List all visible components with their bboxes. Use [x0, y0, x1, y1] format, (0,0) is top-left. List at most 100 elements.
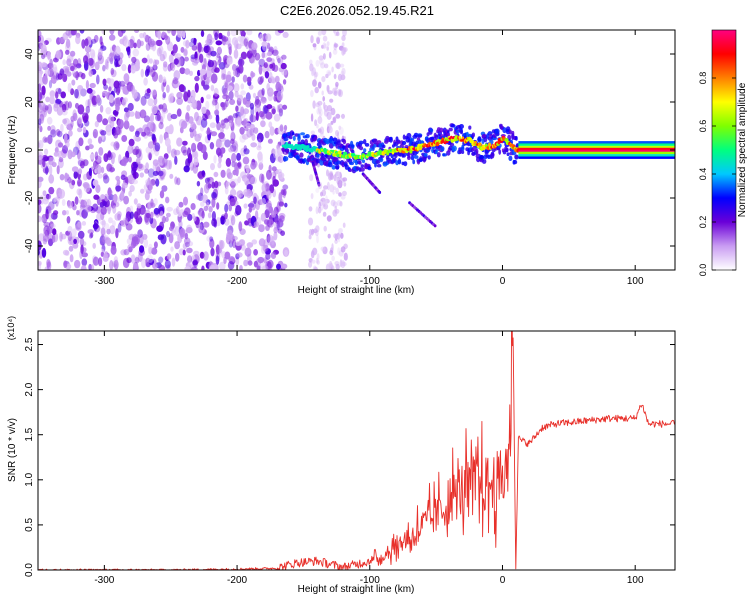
ridge-halo-cell — [440, 146, 445, 152]
noise-cell — [205, 39, 210, 45]
noise-cell — [53, 151, 59, 157]
noise-cell — [317, 206, 322, 214]
noise-cell — [226, 231, 233, 241]
noise-cell — [270, 251, 277, 259]
ridge-halo-cell — [344, 148, 349, 153]
ridge-halo-cell — [331, 165, 336, 170]
noise-cell — [310, 193, 314, 200]
noise-cell — [127, 144, 134, 154]
noise-cell — [83, 173, 88, 181]
ridge-halo-cell — [483, 136, 488, 143]
noise-cell — [233, 145, 238, 153]
ridge-halo-cell — [371, 145, 375, 151]
noise-cell — [279, 124, 284, 132]
noise-cell — [110, 245, 117, 255]
noise-cell — [176, 108, 182, 117]
noise-cell — [326, 111, 332, 120]
noise-cell — [49, 90, 56, 98]
noise-cell — [175, 252, 180, 262]
noise-cell — [185, 112, 190, 123]
noise-cell — [326, 69, 332, 76]
noise-cell — [238, 221, 243, 232]
noise-cell — [151, 71, 159, 82]
noise-cell — [240, 51, 247, 60]
noise-cell — [280, 62, 287, 70]
ridge-halo-cell — [418, 158, 424, 162]
ridge-halo-cell — [446, 132, 451, 137]
noise-cell — [338, 192, 342, 197]
noise-cell — [190, 203, 196, 210]
noise-cell — [76, 188, 82, 196]
ridge-halo-cell — [336, 139, 341, 143]
noise-cell — [278, 201, 285, 207]
noise-cell — [100, 130, 107, 136]
noise-cell — [209, 264, 215, 270]
noise-cell — [322, 211, 327, 217]
noise-cell — [183, 49, 188, 57]
noise-cell — [146, 121, 154, 132]
noise-cell — [146, 54, 150, 65]
noise-cell — [133, 211, 139, 220]
noise-cell — [44, 266, 50, 270]
noise-cell — [144, 92, 151, 99]
noise-cell — [218, 247, 223, 255]
ridge-halo-cell — [291, 132, 295, 136]
noise-cell — [231, 235, 238, 241]
noise-cell — [258, 111, 265, 118]
noise-cell — [174, 226, 181, 237]
x-tick-label: -300 — [94, 575, 114, 586]
noise-cell — [120, 174, 126, 181]
ridge-halo-cell — [300, 132, 306, 136]
noise-cell — [340, 232, 344, 239]
noise-cell — [241, 133, 249, 140]
noise-cell — [105, 127, 113, 136]
noise-cell — [221, 73, 226, 81]
noise-cell — [232, 113, 238, 119]
noise-cell — [38, 104, 44, 113]
noise-cell — [240, 106, 245, 116]
noise-cell — [139, 152, 143, 161]
noise-cell — [61, 199, 66, 206]
x-tick-label: -200 — [227, 276, 247, 287]
noise-cell — [337, 235, 341, 243]
noise-cell — [284, 249, 288, 257]
noise-cell — [151, 133, 156, 141]
ridge-halo-cell — [396, 140, 401, 145]
noise-cell — [184, 266, 191, 270]
noise-cell — [90, 49, 96, 59]
noise-cell — [200, 201, 205, 207]
noise-cell — [128, 190, 132, 197]
noise-cell — [211, 98, 216, 107]
noise-cell — [53, 66, 58, 75]
noise-cell — [215, 114, 220, 124]
noise-cell — [236, 152, 242, 161]
noise-cell — [125, 150, 130, 160]
noise-cell — [269, 153, 276, 164]
noise-cell — [80, 244, 84, 255]
noise-cell — [45, 96, 50, 103]
noise-cell — [161, 185, 168, 192]
noise-cell — [326, 41, 330, 47]
noise-cell — [273, 226, 279, 234]
noise-cell — [315, 36, 321, 41]
noise-cell — [57, 142, 64, 148]
noise-cell — [38, 204, 42, 214]
ridge-halo-cell — [423, 152, 428, 157]
noise-cell — [267, 236, 271, 246]
noise-cell — [77, 179, 82, 187]
noise-cell — [114, 126, 121, 136]
noise-cell — [38, 151, 44, 161]
band-row — [518, 156, 675, 159]
noise-cell — [272, 49, 279, 56]
noise-cell — [157, 170, 164, 177]
spectrogram-cells — [38, 30, 675, 270]
noise-cell — [210, 73, 218, 84]
noise-cell — [108, 86, 112, 92]
ridge-halo-cell — [460, 146, 465, 151]
noise-cell — [166, 253, 172, 260]
noise-cell — [329, 173, 334, 181]
noise-cell — [112, 205, 117, 214]
noise-cell — [101, 233, 105, 243]
noise-cell — [313, 72, 318, 80]
noise-cell — [56, 165, 60, 175]
